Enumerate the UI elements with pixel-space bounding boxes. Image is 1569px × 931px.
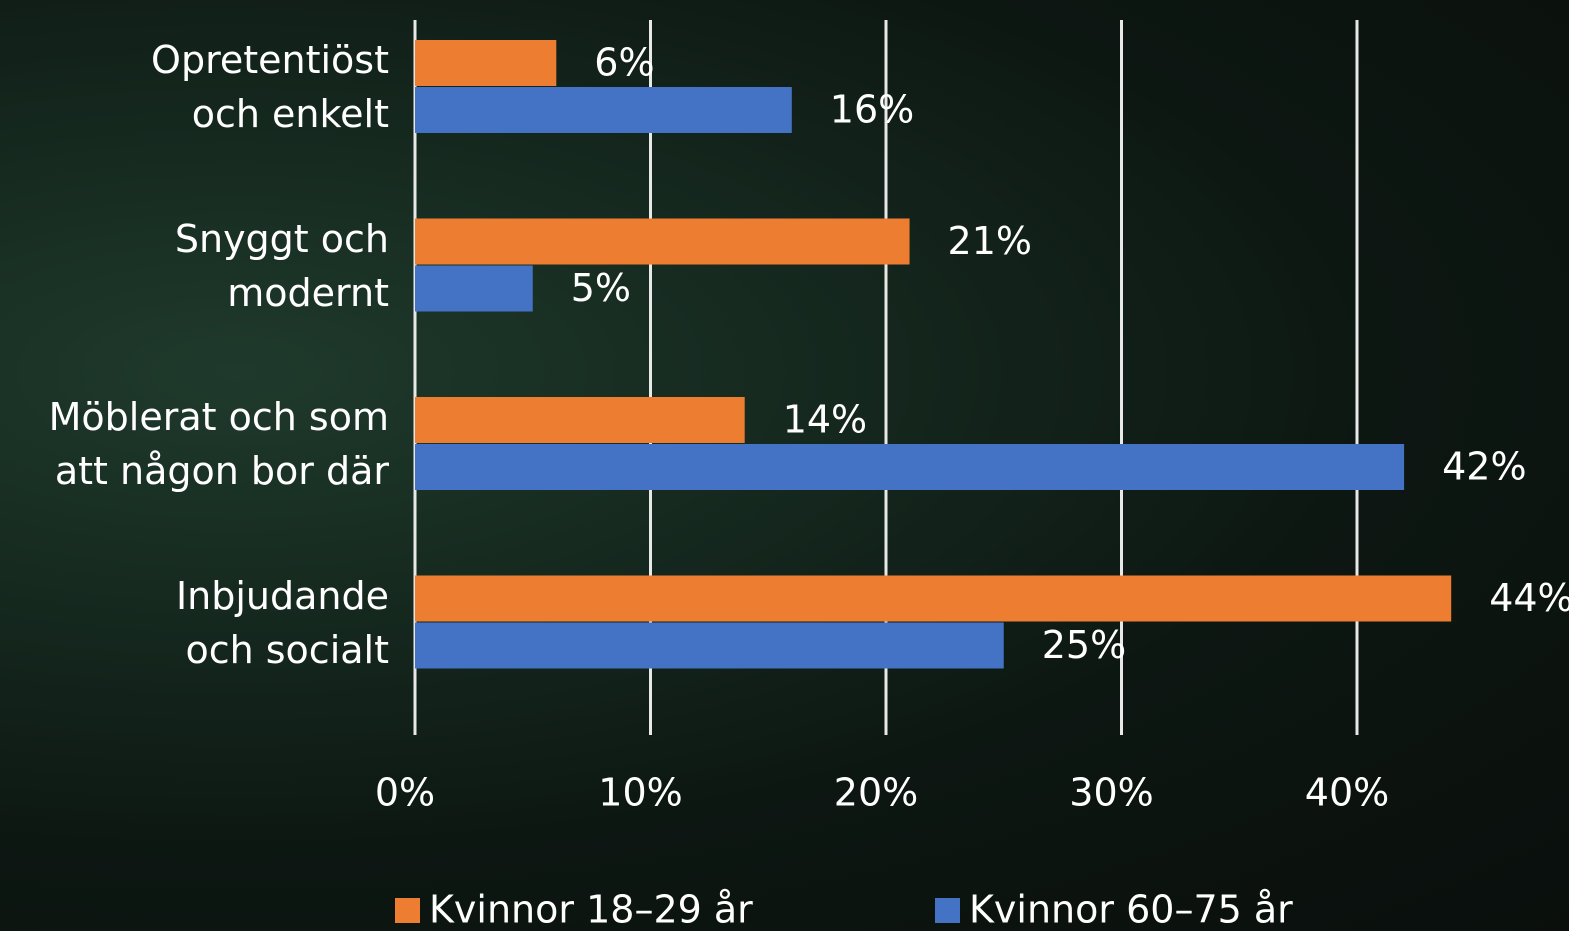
data-label: 16%	[830, 88, 914, 132]
bar	[415, 40, 556, 86]
x-tick-label: 0%	[375, 771, 435, 815]
x-tick-label: 30%	[1069, 771, 1153, 815]
x-tick-label: 10%	[598, 771, 682, 815]
bar	[415, 576, 1451, 622]
data-label: 25%	[1042, 623, 1126, 667]
bar	[415, 219, 910, 265]
y-tick-label: Opretentiöst och enkelt	[151, 33, 389, 141]
x-tick-label: 40%	[1305, 771, 1389, 815]
data-label: 44%	[1489, 576, 1569, 620]
data-label: 42%	[1442, 445, 1526, 489]
data-label: 21%	[948, 219, 1032, 263]
data-label: 14%	[783, 398, 867, 442]
legend-swatch	[395, 898, 420, 923]
bar	[415, 266, 533, 312]
bar	[415, 87, 792, 133]
y-tick-label: Inbjudande och socialt	[176, 569, 389, 677]
y-tick-label: Snyggt och modernt	[175, 212, 389, 320]
bar	[415, 444, 1404, 490]
x-tick-label: 20%	[834, 771, 918, 815]
legend-label: Kvinnor 60–75 år	[969, 888, 1293, 931]
legend-label: Kvinnor 18–29 år	[429, 888, 753, 931]
bar	[415, 623, 1004, 669]
data-label: 5%	[571, 266, 631, 310]
legend-swatch	[935, 898, 960, 923]
y-tick-label: Möblerat och som att någon bor där	[49, 390, 389, 498]
bar	[415, 397, 745, 443]
data-label: 6%	[594, 41, 654, 85]
chart-area: 0% 10% 20% 30% 40% 6% 21% 14% 44% Kvinnor 18–29 å…	[0, 0, 1569, 931]
